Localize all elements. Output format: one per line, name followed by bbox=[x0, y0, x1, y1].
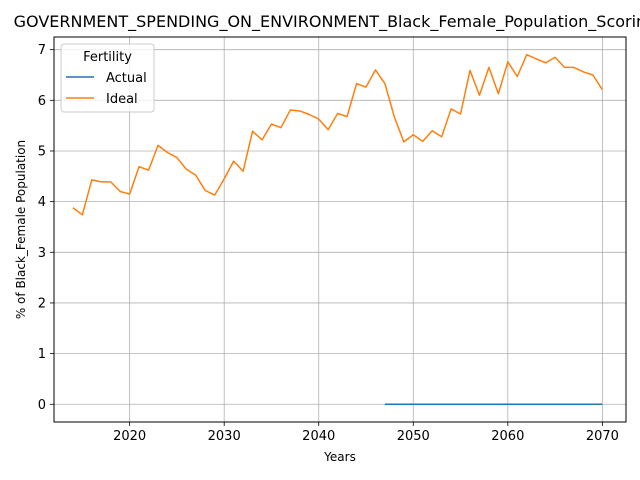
x-tick-label-2030: 2030 bbox=[208, 429, 241, 444]
y-tick-label-0: 0 bbox=[38, 398, 46, 413]
legend-box bbox=[60, 43, 155, 113]
x-tick-label-2070: 2070 bbox=[586, 429, 619, 444]
plot-frame bbox=[53, 36, 627, 423]
legend-label-actual: Actual bbox=[106, 71, 147, 86]
y-tick-label-3: 3 bbox=[38, 246, 46, 261]
y-tick-label-6: 6 bbox=[38, 94, 46, 109]
y-tick-label-7: 7 bbox=[38, 43, 46, 58]
grid bbox=[54, 37, 626, 422]
axis-ticks: 2020 2030 2040 2050 2060 2070 0 1 2 3 4 5 6 7 bbox=[38, 43, 619, 444]
legend: Fertility Actual Ideal bbox=[60, 43, 155, 113]
x-axis-label: Years bbox=[323, 450, 356, 464]
chart-title: GOVERNMENT_SPENDING_ON_ENVIRONMENT_Black… bbox=[14, 12, 640, 32]
x-tick-label-2050: 2050 bbox=[397, 429, 430, 444]
y-axis-label: % of Black_Female Population bbox=[14, 140, 28, 319]
y-tick-label-2: 2 bbox=[38, 296, 46, 311]
y-tick-label-5: 5 bbox=[38, 144, 46, 159]
series-line-ideal bbox=[72, 53, 603, 216]
x-tick-label-2060: 2060 bbox=[491, 429, 524, 444]
y-tick-label-1: 1 bbox=[38, 347, 46, 362]
x-tick-label-2040: 2040 bbox=[302, 429, 335, 444]
x-tick-label-2020: 2020 bbox=[113, 429, 146, 444]
legend-title: Fertility bbox=[83, 50, 132, 65]
legend-label-ideal: Ideal bbox=[106, 92, 138, 107]
series-lines bbox=[72, 53, 603, 406]
y-tick-label-4: 4 bbox=[38, 195, 46, 210]
